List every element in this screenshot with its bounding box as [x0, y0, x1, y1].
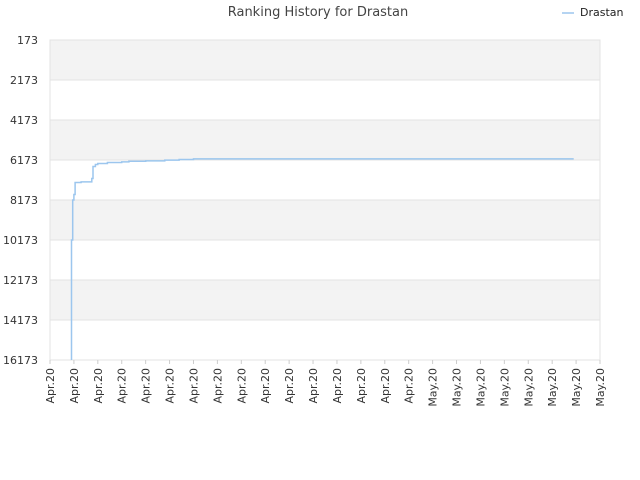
x-tick-label: Apr.20: [116, 368, 129, 404]
x-tick-label: Apr.20: [307, 368, 320, 404]
x-tick-label: Apr.20: [211, 368, 224, 404]
x-tick-label: May.20: [570, 368, 583, 407]
y-tick-label: 8173: [10, 194, 38, 207]
plot-band: [50, 200, 600, 240]
legend-label: Drastan: [580, 6, 624, 19]
x-tick-label: Apr.20: [140, 368, 153, 404]
chart-title: Ranking History for Drastan: [228, 5, 409, 20]
y-tick-label: 2173: [10, 74, 38, 87]
plot-band: [50, 120, 600, 160]
plot-band: [50, 320, 600, 360]
x-axis-ticks: Apr.20 Apr.20 Apr.20 Apr.20 Apr.20 Apr.20 Apr.…: [44, 360, 607, 407]
series-group: [70, 158, 574, 360]
y-tick-label: 4173: [10, 114, 38, 127]
y-tick-label: 10173: [3, 234, 38, 247]
x-tick-label: Apr.20: [164, 368, 177, 404]
y-tick-label: 6173: [10, 154, 38, 167]
x-tick-label: May.20: [474, 368, 487, 407]
plot-band: [50, 40, 600, 80]
series-line: [70, 158, 574, 360]
legend: Drastan: [562, 6, 624, 19]
y-tick-label: 14173: [3, 314, 38, 327]
x-tick-label: Apr.20: [259, 368, 272, 404]
x-tick-label: Apr.20: [331, 368, 344, 404]
x-tick-label: May.20: [546, 368, 559, 407]
y-axis-ticks: 173 2173 4173 6173 8173 10173 12173 14173 16173: [3, 34, 38, 367]
x-tick-label: May.20: [594, 368, 607, 407]
plot-frame: [49, 39, 601, 361]
plot-band: [50, 240, 600, 280]
x-tick-label: Apr.20: [44, 368, 57, 404]
x-tick-label: Apr.20: [403, 368, 416, 404]
x-tick-label: Apr.20: [187, 368, 200, 404]
x-tick-label: May.20: [498, 368, 511, 407]
x-tick-label: Apr.20: [92, 368, 105, 404]
x-tick-label: May.20: [451, 368, 464, 407]
x-tick-label: May.20: [427, 368, 440, 407]
plot-band: [50, 80, 600, 120]
x-tick-label: Apr.20: [235, 368, 248, 404]
y-tick-label: 12173: [3, 274, 38, 287]
plot-band: [50, 280, 600, 320]
x-tick-label: Apr.20: [68, 368, 81, 404]
plot-band: [50, 160, 600, 200]
x-tick-label: Apr.20: [283, 368, 296, 404]
y-tick-label: 173: [17, 34, 38, 47]
x-tick-label: May.20: [522, 368, 535, 407]
plot-bands: [50, 40, 600, 360]
y-tick-label: 16173: [3, 354, 38, 367]
x-tick-label: Apr.20: [355, 368, 368, 404]
x-tick-label: Apr.20: [379, 368, 392, 404]
